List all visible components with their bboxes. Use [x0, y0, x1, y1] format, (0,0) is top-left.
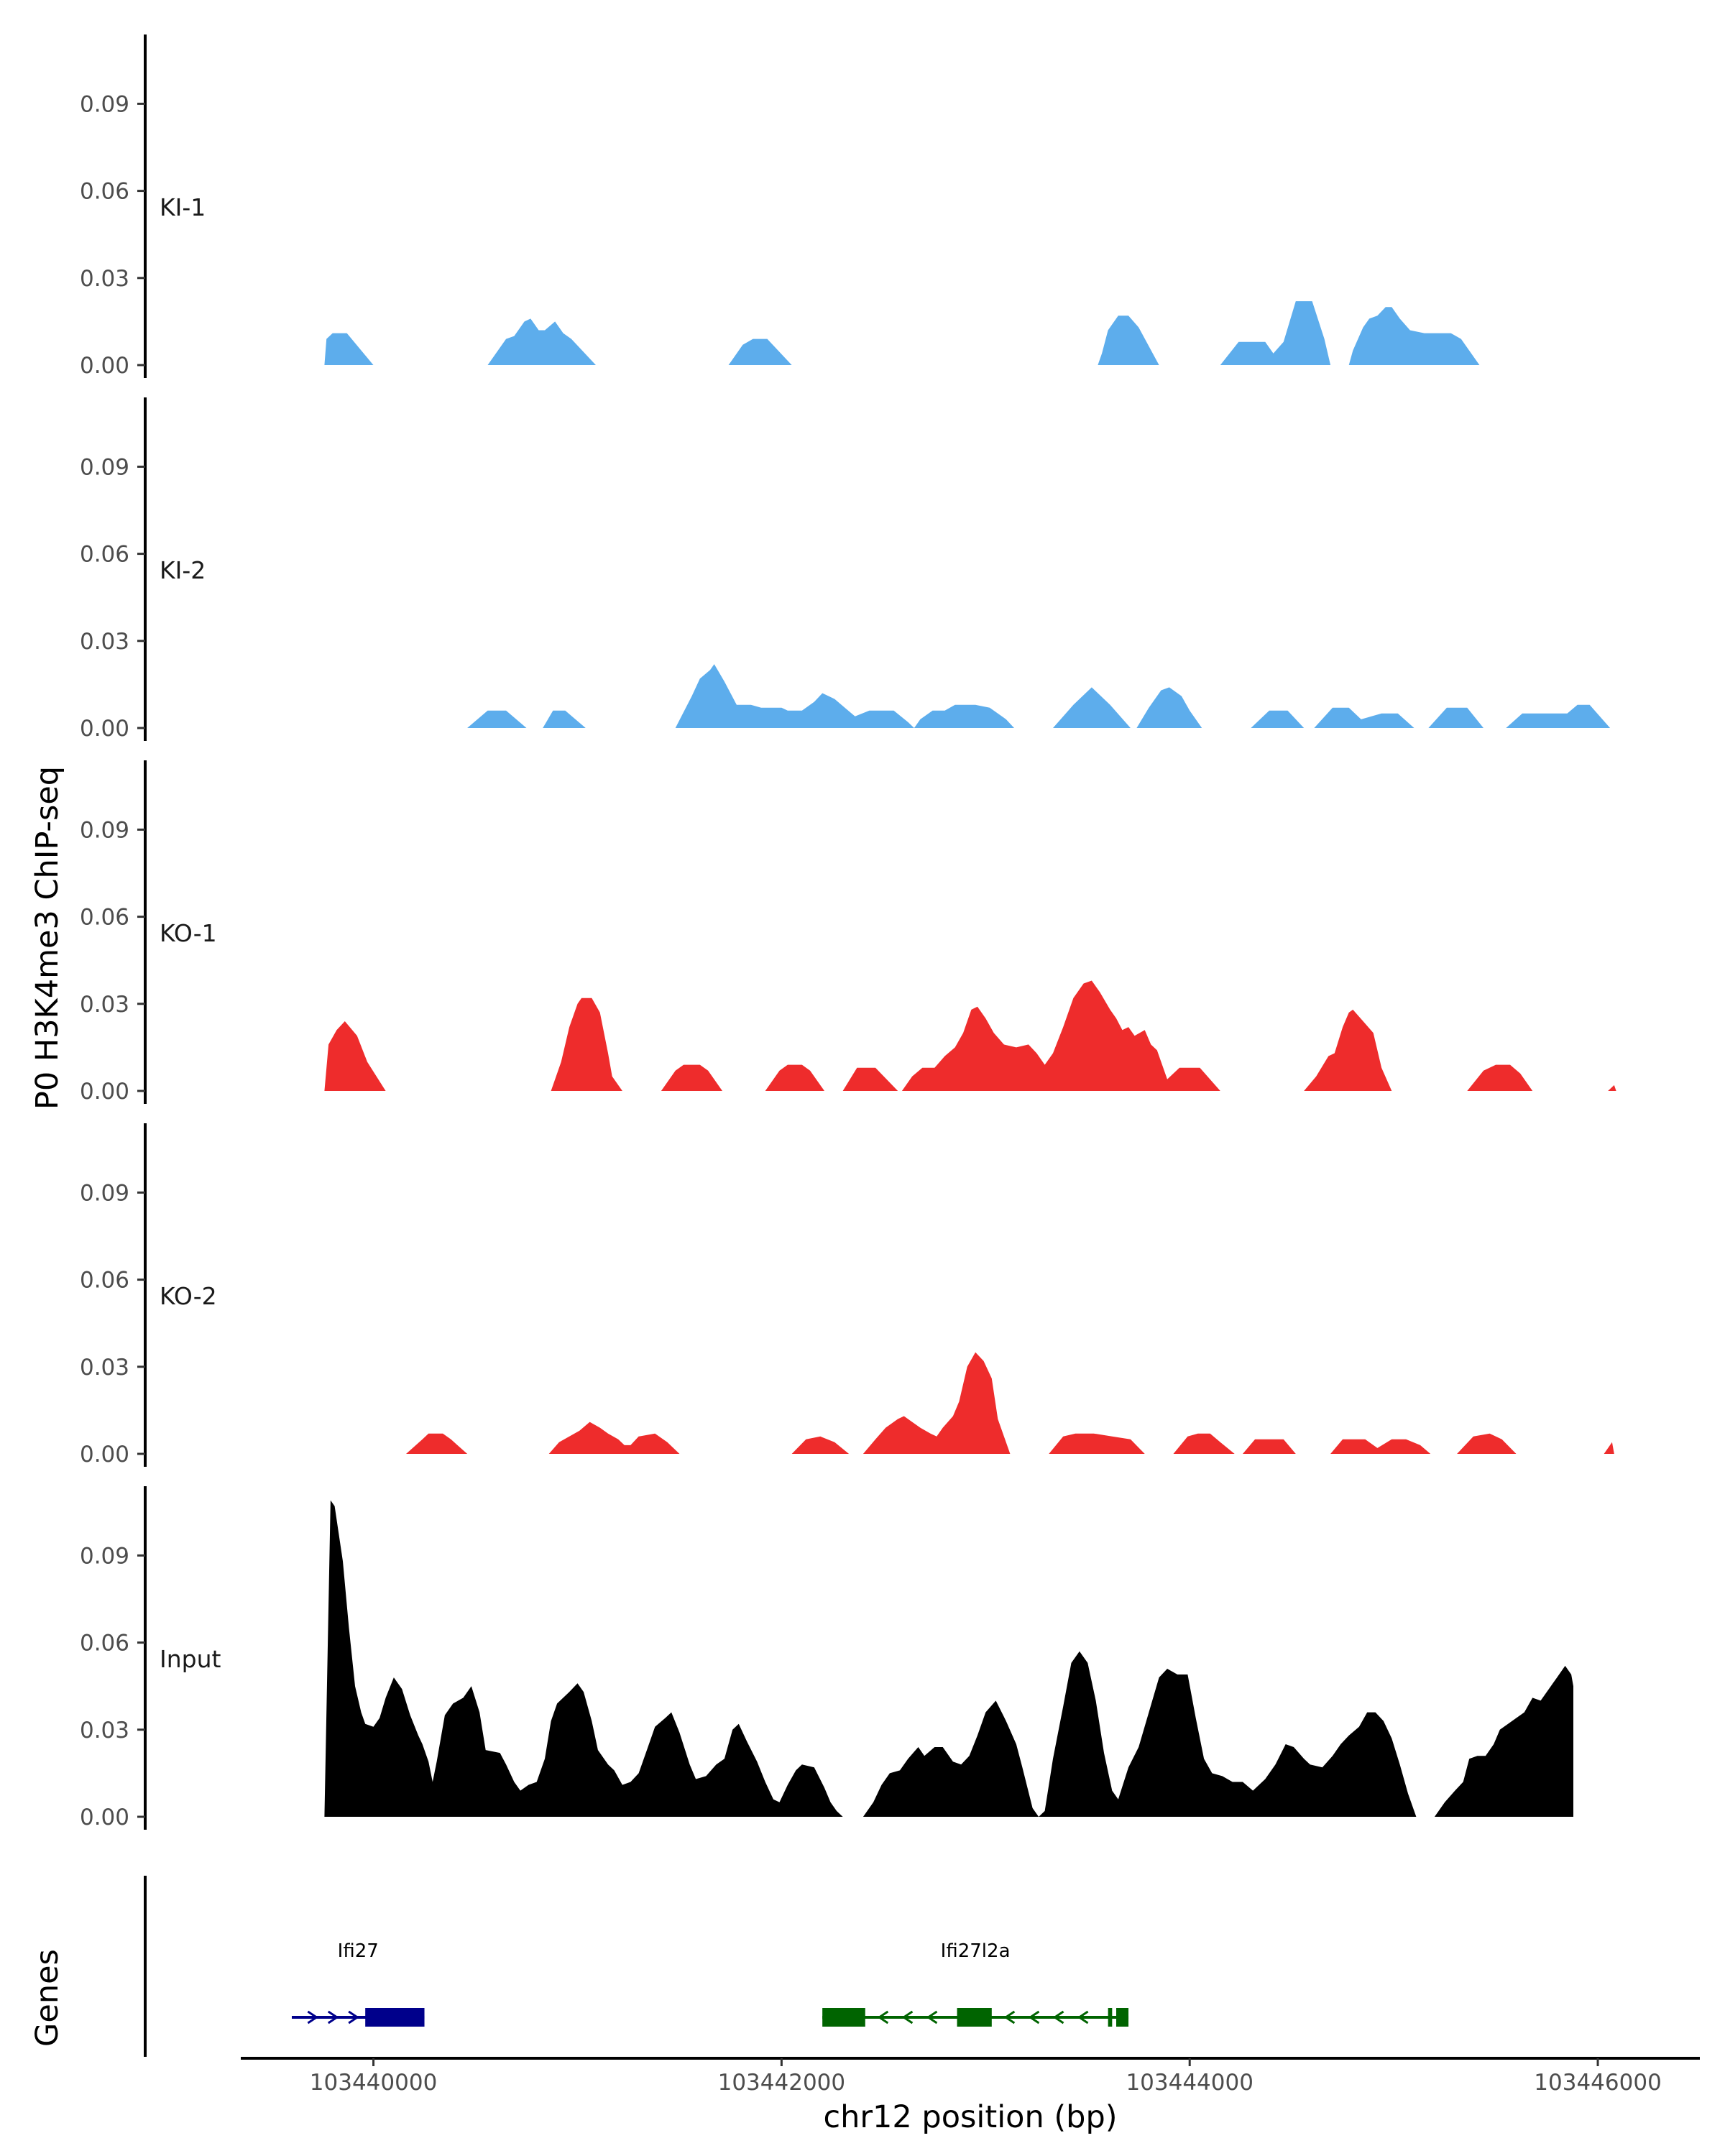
y-tick-label: 0.00: [80, 1079, 129, 1105]
y-tick-label: 0.06: [80, 179, 129, 205]
y-tick-label: 0.03: [80, 992, 129, 1018]
x-axis-title: chr12 position (bp): [823, 2099, 1117, 2135]
strand-arrow: [307, 2010, 319, 2024]
signal-area: [324, 301, 1480, 365]
strand-arrow: [327, 2010, 339, 2024]
y-axis-title: P0 H3K4me3 ChIP-seq: [29, 766, 65, 1110]
y-tick-label: 0.09: [80, 91, 129, 117]
signal-area: [324, 1500, 1573, 1817]
track-ko-2: 0.00 0.03 0.06 0.09 KO-2: [80, 1123, 1614, 1468]
x-tick-label: 103444000: [1126, 2070, 1254, 2096]
x-tick-label: 103442000: [718, 2070, 846, 2096]
track-ki-2: 0.00 0.03 0.06 0.09 KI-2: [80, 397, 1611, 742]
y-tick-label: 0.00: [80, 1805, 129, 1830]
y-tick-label: 0.09: [80, 454, 129, 480]
y-tick-label: 0.06: [80, 1268, 129, 1294]
y-tick-label: 0.06: [80, 1631, 129, 1657]
y-tick-label: 0.03: [80, 1718, 129, 1743]
genes-panel: Ifi27 Ifi27l2a: [144, 1876, 1129, 2057]
strand-arrow: [1077, 2010, 1089, 2024]
strand-arrow: [1028, 2010, 1040, 2024]
y-tick-label: 0.06: [80, 905, 129, 931]
signal-tracks: 0.00 0.03 0.06 0.09 KI-1 0.00 0.03 0.06 0.09 KI-2…: [80, 34, 1616, 1830]
y-tick-label: 0.00: [80, 1442, 129, 1468]
track-label: KO-2: [160, 1282, 217, 1310]
strand-arrow: [1052, 2010, 1064, 2024]
genes-axis-title: Genes: [29, 1949, 65, 2047]
gene-exon: [1116, 2008, 1129, 2027]
track-ko-1: 0.00 0.03 0.06 0.09 KO-1: [80, 760, 1616, 1105]
x-tick-label: 103440000: [310, 2070, 438, 2096]
gene-label: Ifi27l2a: [941, 1940, 1011, 1962]
y-tick-label: 0.03: [80, 1355, 129, 1381]
strand-arrow: [877, 2010, 889, 2024]
signal-area: [406, 1352, 1614, 1454]
track-label: KI-2: [160, 556, 206, 584]
y-tick-label: 0.09: [80, 1543, 129, 1569]
gene-exon: [1108, 2008, 1113, 2027]
track-label: KI-1: [160, 193, 206, 221]
signal-area: [467, 664, 1611, 728]
gene-exon: [365, 2008, 425, 2027]
y-tick-label: 0.06: [80, 542, 129, 568]
gene-label: Ifi27: [338, 1940, 379, 1962]
x-tick-label: 103446000: [1534, 2070, 1662, 2096]
track-ki-1: 0.00 0.03 0.06 0.09 KI-1: [80, 34, 1480, 379]
y-tick-label: 0.03: [80, 629, 129, 655]
y-tick-label: 0.00: [80, 716, 129, 742]
y-tick-label: 0.09: [80, 817, 129, 843]
gene-exon: [822, 2008, 865, 2027]
gene-exon: [957, 2008, 992, 2027]
track-input: 0.00 0.03 0.06 0.09 Input: [80, 1486, 1573, 1830]
gene-ifi27: Ifi27: [291, 1940, 425, 2027]
track-label: KO-1: [160, 919, 217, 947]
strand-arrow: [901, 2010, 914, 2024]
strand-arrow: [1003, 2010, 1016, 2024]
y-tick-label: 0.00: [80, 353, 129, 379]
gene-ifi27l2a: Ifi27l2a: [822, 1940, 1129, 2027]
signal-area: [324, 980, 1616, 1091]
x-axis: 103440000 103442000 103444000 103446000: [241, 2057, 1700, 2096]
y-tick-label: 0.09: [80, 1180, 129, 1206]
strand-arrow: [348, 2010, 359, 2024]
y-tick-label: 0.03: [80, 266, 129, 292]
track-label: Input: [160, 1645, 221, 1673]
strand-arrow: [926, 2010, 938, 2024]
